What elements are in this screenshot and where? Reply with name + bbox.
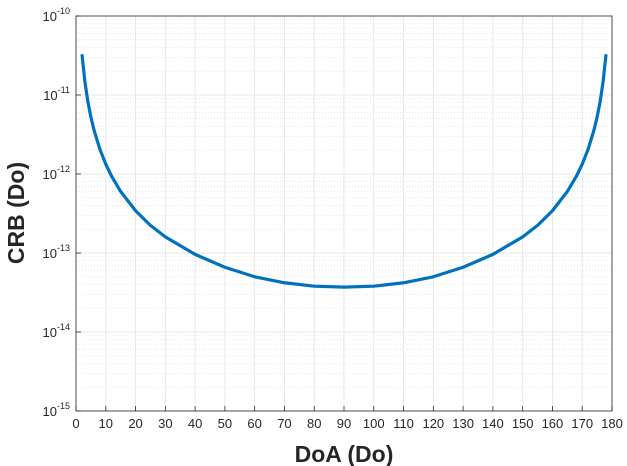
x-tick-label: 0 [72,416,79,431]
x-tick-label: 20 [128,416,142,431]
y-tick-label: 10-15 [43,401,70,419]
x-tick-label: 160 [542,416,564,431]
x-tick-label: 10 [99,416,113,431]
y-tick-label: 10-11 [43,85,70,103]
x-tick-label: 120 [422,416,444,431]
y-tick-label: 10-10 [43,6,70,24]
x-tick-label: 60 [247,416,261,431]
y-ticks: 10-15 10-14 10-13 10-12 10-11 10-10 [43,6,81,419]
x-tick-label: 90 [337,416,351,431]
series-line-crb [80,54,608,289]
y-tick-label: 10-13 [43,243,70,261]
y-axis-title: CRB (Do) [3,162,29,264]
x-tick-label: 50 [218,416,232,431]
x-tick-label: 110 [393,416,414,431]
x-tick-label: 70 [277,416,291,431]
x-axis-title: DoA (Do) [295,441,394,466]
x-tick-label: 130 [452,416,474,431]
x-tick-label: 100 [363,416,385,431]
x-tick-label: 40 [188,416,202,431]
x-ticks: 0 10 20 30 40 50 60 70 80 90 100 110 120 130 140 150 160… [72,406,623,431]
x-tick-label: 170 [571,416,593,431]
x-tick-label: 30 [158,416,172,431]
x-tick-label: 180 [601,416,623,431]
y-tick-label: 10-12 [43,164,70,182]
x-tick-label: 80 [307,416,321,431]
series-layer [80,54,608,289]
x-tick-label: 150 [512,416,534,431]
y-tick-label: 10-14 [43,322,70,340]
x-tick-label: 140 [482,416,504,431]
